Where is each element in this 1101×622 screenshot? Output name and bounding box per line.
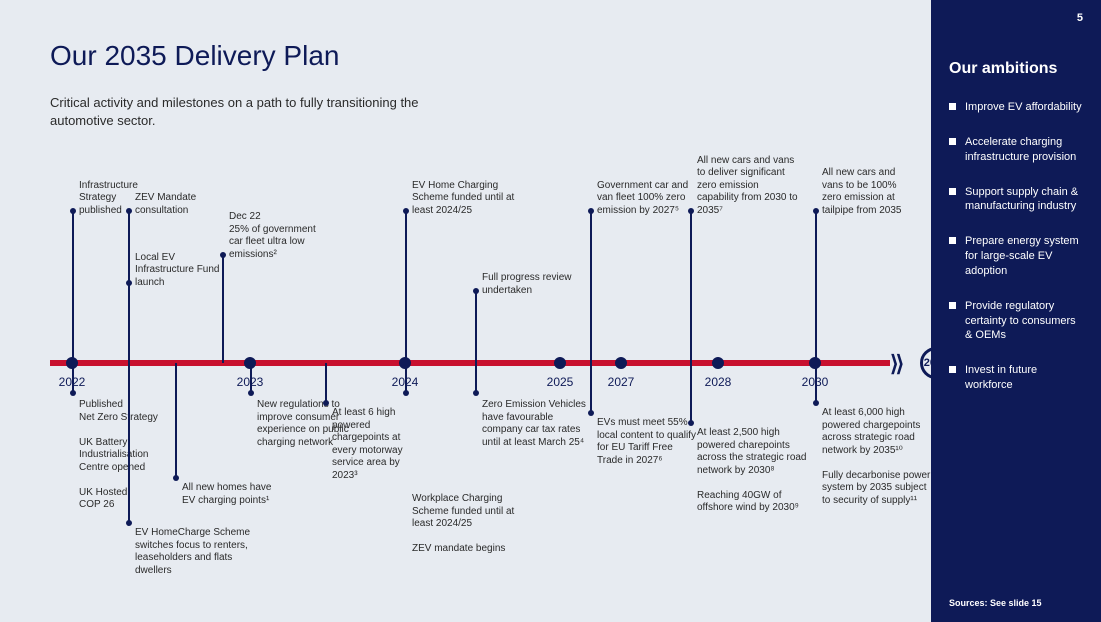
- year-marker: [554, 357, 566, 369]
- event-text: All new cars and vans to be 100% zero em…: [822, 167, 917, 217]
- event-text: Workplace Charging Scheme funded until a…: [412, 493, 522, 556]
- sources-note: Sources: See slide 15: [949, 598, 1042, 608]
- ambition-item: Prepare energy system for large-scale EV…: [949, 234, 1083, 279]
- slide-subtitle: Critical activity and milestones on a pa…: [50, 94, 450, 130]
- event-text: All new cars and vans to deliver signifi…: [697, 155, 802, 218]
- page-number: 5: [1077, 12, 1083, 24]
- event-stem: [72, 211, 74, 363]
- sidebar-title: Our ambitions: [949, 60, 1083, 78]
- event-stem: [590, 363, 592, 413]
- ambition-item: Accelerate charging infrastructure provi…: [949, 135, 1083, 165]
- year-marker: [712, 357, 724, 369]
- event-stem: [72, 363, 74, 393]
- event-text: Zero Emission Vehicles have favourable c…: [482, 399, 592, 449]
- event-stem: [405, 211, 407, 363]
- event-stem: [815, 363, 817, 403]
- ambition-item: Provide regulatory certainty to consumer…: [949, 299, 1083, 344]
- event-stem: [128, 363, 130, 523]
- event-stem: [175, 363, 177, 478]
- slide: Our 2035 Delivery Plan Critical activity…: [0, 0, 1101, 622]
- event-text: Government car and van fleet 100% zero e…: [597, 180, 692, 218]
- event-stem: [222, 255, 224, 363]
- event-text: EV HomeCharge Scheme switches focus to r…: [135, 527, 265, 577]
- event-text: Published Net Zero Strategy UK Battery I…: [79, 399, 174, 512]
- event-stem: [690, 211, 692, 363]
- event-text: At least 6,000 high powered chargepoints…: [822, 407, 932, 507]
- event-stem: [475, 291, 477, 363]
- event-text: Local EV Infrastructure Fund launch: [135, 252, 225, 290]
- arrowhead-icon: ⟩⟩: [890, 351, 901, 377]
- event-text: EV Home Charging Scheme funded until at …: [412, 180, 517, 218]
- ambitions-list: Improve EV affordability Accelerate charg…: [949, 100, 1083, 393]
- slide-title: Our 2035 Delivery Plan: [50, 40, 931, 72]
- event-stem: [590, 211, 592, 363]
- event-stem: [128, 283, 130, 363]
- year-label: 2028: [705, 375, 732, 389]
- event-text: Full progress review undertaken: [482, 272, 572, 297]
- event-stem: [475, 363, 477, 393]
- event-stem: [405, 363, 407, 393]
- event-stem: [325, 363, 327, 403]
- ambition-item: Invest in future workforce: [949, 363, 1083, 393]
- event-text: ZEV Mandate consultation: [135, 192, 225, 217]
- year-label: 2025: [547, 375, 574, 389]
- year-label: 2027: [608, 375, 635, 389]
- year-marker: [615, 357, 627, 369]
- event-stem: [250, 363, 252, 393]
- event-text: Dec 22 25% of government car fleet ultra…: [229, 211, 329, 261]
- event-text: At least 6 high powered chargepoints at …: [332, 407, 427, 482]
- sidebar: Our ambitions Improve EV affordability Ac…: [931, 0, 1101, 622]
- event-stem: [815, 211, 817, 363]
- event-text: EVs must meet 55% local content to quali…: [597, 417, 697, 467]
- ambition-item: Support supply chain & manufacturing ind…: [949, 185, 1083, 215]
- event-stem: [690, 363, 692, 423]
- event-text: All new homes have EV charging points¹: [182, 482, 277, 507]
- event-text: At least 2,500 high powered charepoints …: [697, 427, 807, 515]
- ambition-item: Improve EV affordability: [949, 100, 1083, 115]
